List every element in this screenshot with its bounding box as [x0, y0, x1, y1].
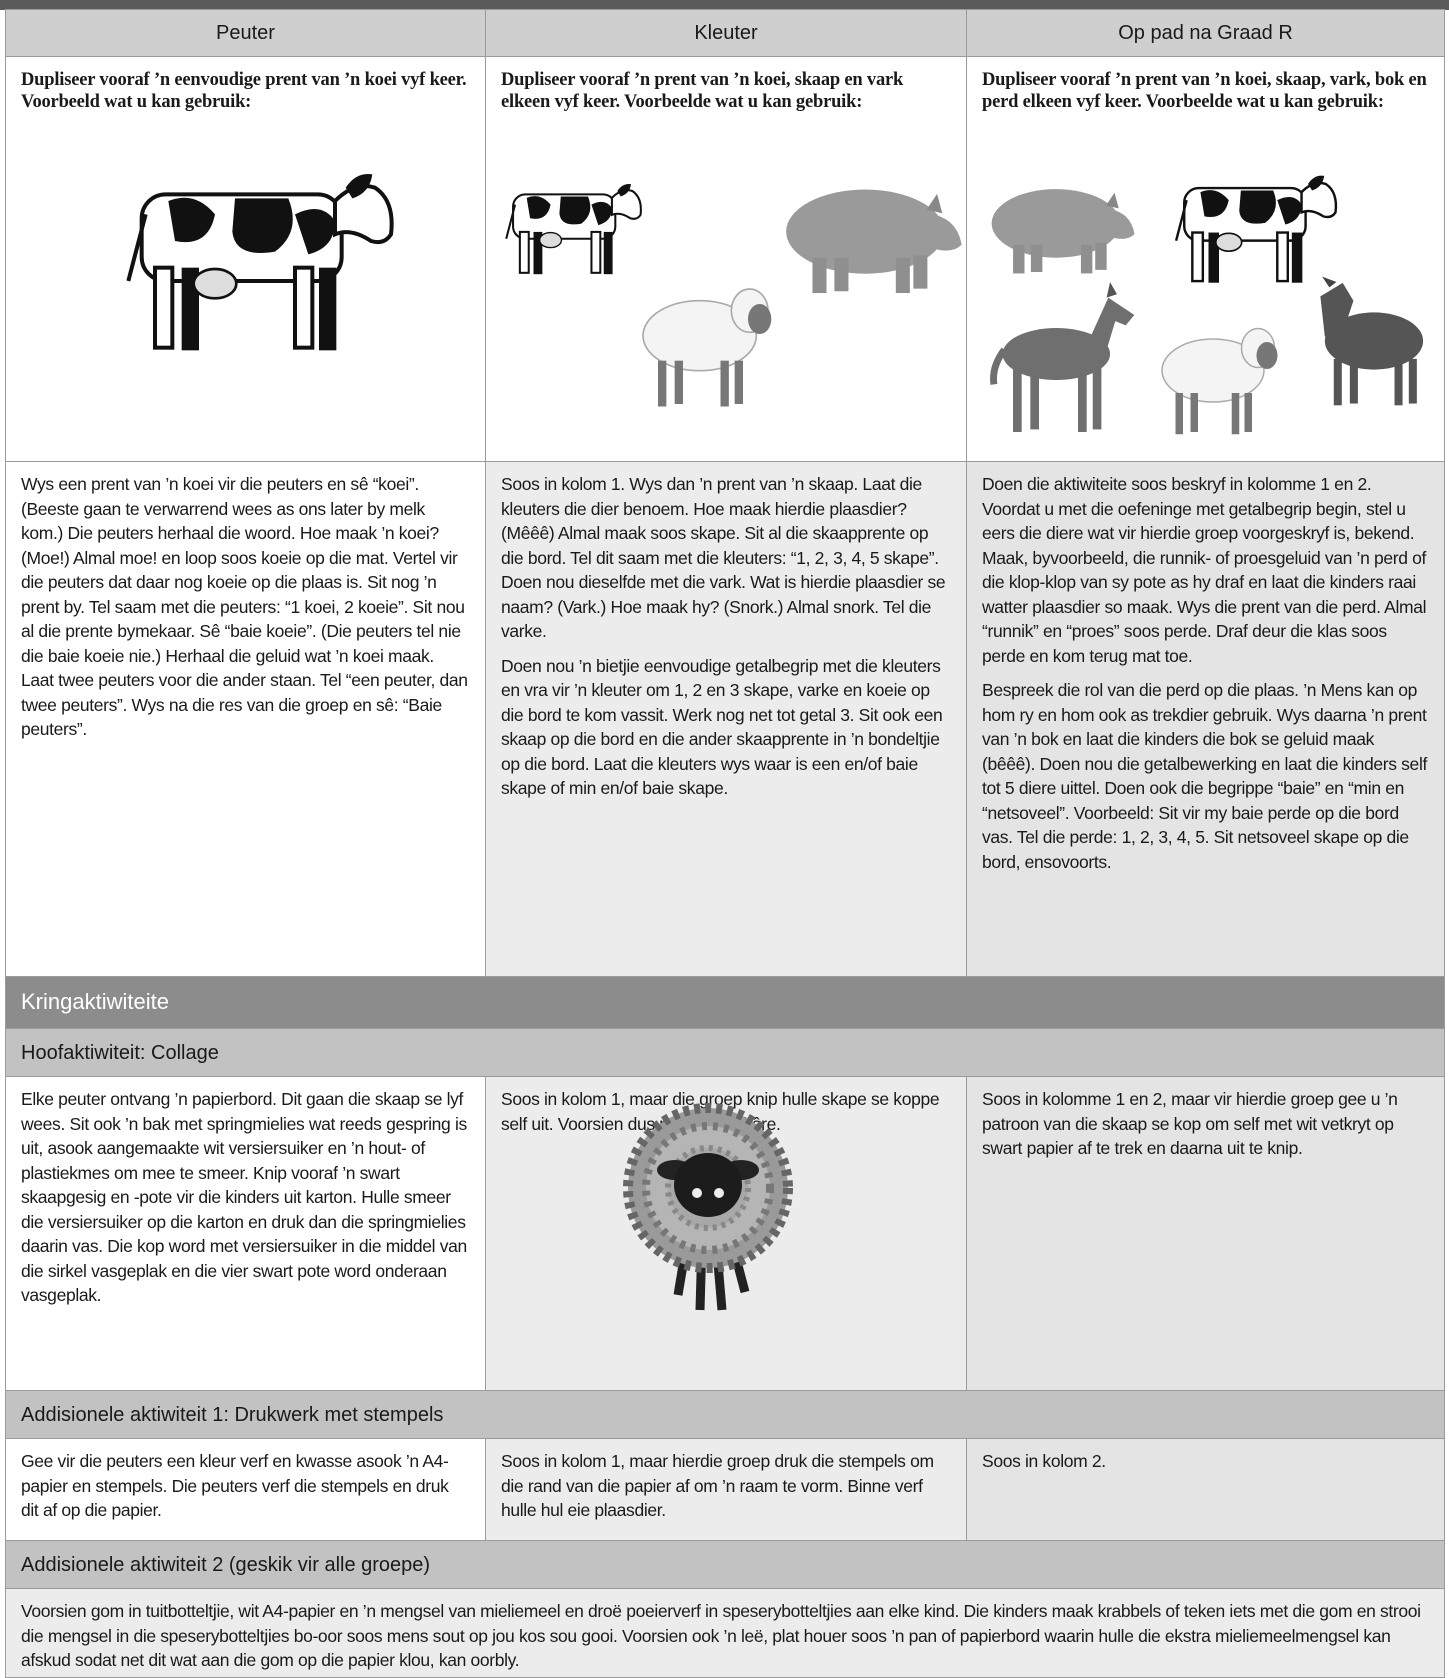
cell-text: Soos in kolom 1, maar die groep knip hul… [501, 1089, 940, 1134]
subsection-header: Hoofaktiwiteit: Collage [5, 1028, 1445, 1077]
subsection-header: Addisionele aktiwiteit 2 (geskik vir all… [5, 1540, 1445, 1589]
activity-cell: Doen die aktiwiteite soos beskryf in kol… [966, 461, 1445, 977]
subsection-header: Addisionele aktiwiteit 1: Drukwerk met s… [5, 1390, 1445, 1439]
collage-cell: Soos in kolomme 1 en 2, maar vir hierdie… [966, 1076, 1445, 1391]
intro-text: Dupliseer vooraf ’n prent van ’n koei, s… [501, 70, 904, 112]
column-header: Peuter [5, 9, 486, 57]
cell-text: Soos in kolom 1, maar hierdie groep druk… [501, 1451, 934, 1520]
activity-cell: Soos in kolom 1. Wys dan ’n prent van ’n… [485, 461, 967, 977]
intro-text: Dupliseer vooraf ’n prent van ’n koei, s… [982, 70, 1427, 112]
paragraph: Doen nou dieselfde met die vark. Wat is … [501, 572, 946, 641]
intro-cell: Dupliseer vooraf ’n eenvoudige prent van… [5, 56, 486, 462]
extra-cell: Gee vir die peuters een kleur verf en kw… [5, 1438, 486, 1541]
paragraph: Wys een prent van ’n koei vir die peuter… [21, 474, 468, 739]
column-header: Kleuter [485, 9, 967, 57]
extra-cell: Soos in kolom 1, maar hierdie groep druk… [485, 1438, 967, 1541]
wide-cell: Voorsien gom in tuitbotteltjie, wit A4-p… [5, 1588, 1445, 1678]
collage-cell: Soos in kolom 1, maar die groep knip hul… [485, 1076, 967, 1391]
activity-cell: Wys een prent van ’n koei vir die peuter… [5, 461, 486, 977]
intro-cell: Dupliseer vooraf ’n prent van ’n koei, s… [966, 56, 1445, 462]
extra-cell: Soos in kolom 2. [966, 1438, 1445, 1541]
intro-cell: Dupliseer vooraf ’n prent van ’n koei, s… [485, 56, 967, 462]
top-band [0, 0, 1449, 10]
paragraph: Doen nou ’n bietjie eenvoudige getalbegr… [501, 655, 943, 799]
cell-text: Voorsien gom in tuitbotteltjie, wit A4-p… [21, 1601, 1421, 1670]
cell-text: Gee vir die peuters een kleur verf en kw… [21, 1451, 449, 1520]
cell-text: Soos in kolomme 1 en 2, maar vir hierdie… [982, 1089, 1398, 1158]
intro-text: Dupliseer vooraf ’n eenvoudige prent van… [21, 70, 467, 112]
cell-text: Soos in kolom 2. [982, 1451, 1106, 1471]
paragraph: Bespreek die rol van die perd op die pla… [982, 680, 1427, 872]
paragraph: Soos in kolom 1. Wys dan ’n prent van ’n… [501, 474, 939, 568]
collage-cell: Elke peuter ontvang ’n papierbord. Dit g… [5, 1076, 486, 1391]
paragraph: Doen die aktiwiteite soos beskryf in kol… [982, 474, 1427, 666]
section-header: Kringaktiwiteite [5, 976, 1445, 1029]
column-header: Op pad na Graad R [966, 9, 1445, 57]
cell-text: Elke peuter ontvang ’n papierbord. Dit g… [21, 1089, 467, 1305]
